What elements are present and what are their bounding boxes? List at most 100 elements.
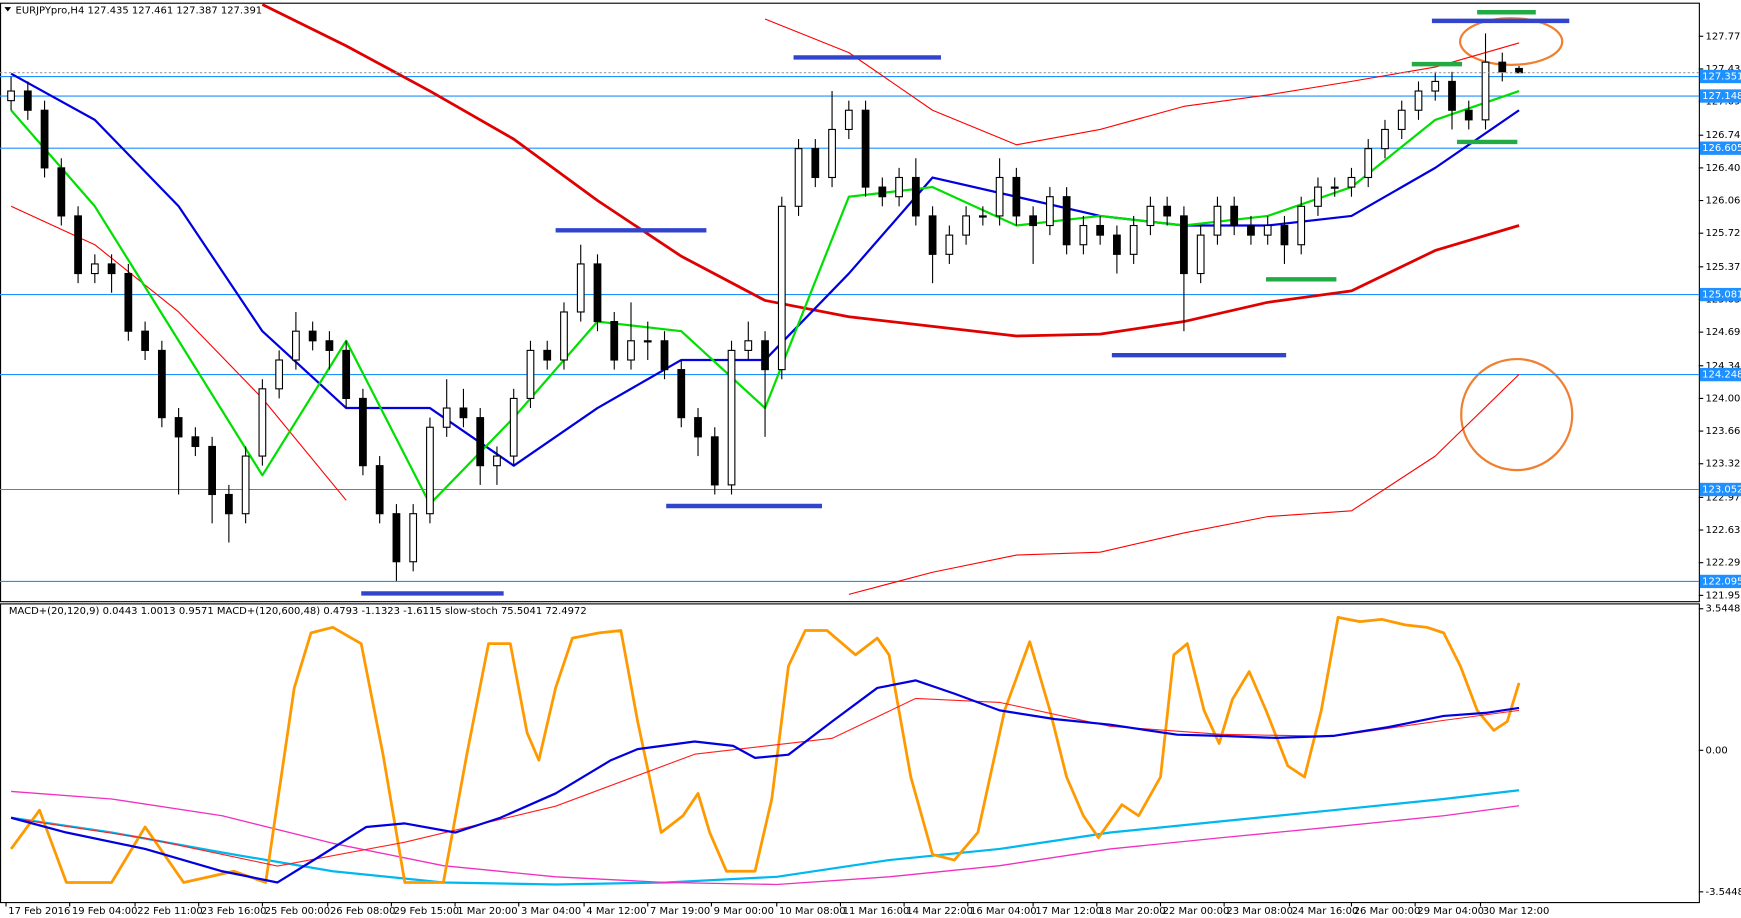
candle-body [928,215,937,255]
candle-body [57,167,66,217]
x-tick-label: 23 Mar 08:00 [1226,906,1293,917]
candle-body [476,417,485,467]
candle-body [978,215,987,218]
candle-body [74,215,82,275]
indicator-line [11,790,1520,886]
y-tick-label: 127.430 [1705,64,1741,75]
x-tick-label: 22 Mar 00:00 [1163,906,1230,917]
candle-body [1314,186,1322,207]
level-label-box [1699,141,1741,155]
x-tick-label: 17 Feb 2016 [8,906,70,917]
level-label: 127.148 [1702,91,1741,102]
y-tick-label: 125.37 [1705,262,1740,273]
x-tick-label: 1 Mar 20:00 [457,906,517,917]
indicator-line [764,18,1520,146]
candle-body [191,436,200,448]
indicator-line [9,615,1521,884]
y-tick-label: 124.000 [1705,393,1741,404]
x-tick-label: 14 Mar 22:00 [906,906,973,917]
candle-body [543,349,552,361]
level-label-box [1699,574,1741,589]
candle-body [1464,109,1473,121]
level-label: 126.605 [1702,143,1741,154]
candle-body [526,349,535,399]
candle-body [124,272,133,332]
highlight-circle [1460,357,1574,472]
candle-body [392,513,401,563]
candle-body [610,321,619,361]
x-tick-label: 26 Mar 00:00 [1354,906,1421,917]
candle-body [292,330,300,361]
candle-body [1431,80,1440,92]
candle-body [258,388,267,457]
candle-body [308,330,317,342]
chart-title: EURJPYpro,H4 127.435 127.461 127.387 127… [16,5,263,16]
candle-body [275,359,284,390]
y-tick-label: 122.630 [1705,525,1741,536]
y-tick-label: 123.320 [1705,459,1741,470]
candle-body [1347,176,1356,188]
x-tick-label: 19 Feb 04:00 [72,906,138,917]
candle-body [1096,224,1105,236]
candle-body [1012,176,1021,217]
candle-body [761,340,769,371]
candle-body [1213,205,1222,236]
x-tick-label: 16 Mar 04:00 [970,906,1037,917]
candle-body [1280,224,1289,246]
y-tick-label: 124.34 [1705,361,1740,372]
candle-body [878,186,887,198]
candle-body [342,349,351,399]
y-tick-label: 126.400 [1705,163,1741,174]
candle-body [7,90,15,102]
collapse-icon [4,7,12,12]
candle-body [1515,67,1523,74]
candle-body [157,349,166,419]
level-label: 124.248 [1702,370,1741,381]
candle-body [1481,61,1490,121]
candle-body [895,176,903,198]
y-tick-label: 127.770 [1705,31,1741,42]
candle-body [1414,90,1423,111]
indicator-line [10,789,1520,886]
candle-body [1196,234,1205,275]
candle-body [560,311,568,361]
candle-body [459,407,468,419]
y-tick-label: 126.060 [1705,196,1741,207]
level-label: 123.052 [1702,484,1741,495]
candle-body [861,109,870,188]
y-tick-label: 122.97 [1705,492,1740,503]
candle-body [777,205,786,371]
candle-body [945,234,954,255]
candle-body [1230,205,1239,227]
x-tick-label: 18 Mar 20:00 [1099,906,1166,917]
candle-body [962,215,970,236]
level-label: 122.095 [1702,576,1741,587]
x-tick-label: 17 Mar 12:00 [1035,906,1102,917]
indicator-line [261,3,1520,338]
x-tick-label: 11 Mar 16:00 [843,906,910,917]
candle-body [1381,128,1389,150]
candle-body [1247,224,1255,236]
candle-body [1062,196,1071,246]
candle-body [1498,61,1507,73]
y-tick-label: 0.00 [1705,745,1727,756]
candle-body [174,417,183,438]
x-tick-label: 29 Feb 15:00 [394,906,460,917]
y-tick-label: 121.950 [1705,590,1741,601]
candle-body [1448,80,1456,111]
y-tick-label: -3.5448 [1705,887,1741,898]
x-tick-label: 30 Mar 12:00 [1483,906,1550,917]
candle-body [426,426,434,515]
candle-body [1180,215,1188,275]
candle-body [141,330,149,351]
level-label-box [1699,482,1741,497]
candle-body [208,445,217,496]
candle-body [1330,186,1339,189]
candle-body [375,465,384,515]
x-tick-label: 23 Feb 16:00 [201,906,267,917]
candle-body [1029,215,1038,227]
candle-body [643,340,652,343]
